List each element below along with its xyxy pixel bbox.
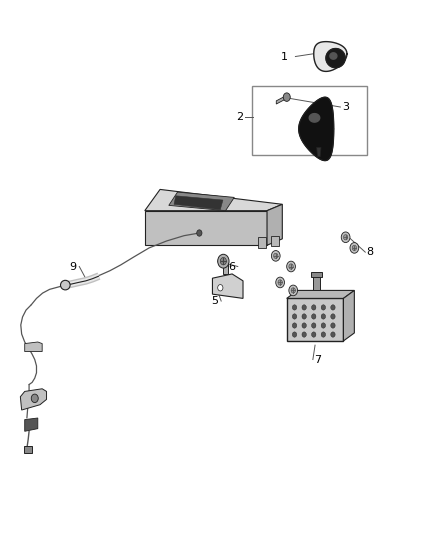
Circle shape [292,332,297,337]
Circle shape [311,332,316,337]
Circle shape [292,305,297,310]
Circle shape [331,314,335,319]
Bar [272,236,279,246]
Circle shape [302,332,306,337]
Circle shape [311,314,316,319]
Bar [287,298,343,341]
Text: 6: 6 [229,262,236,271]
Circle shape [302,305,306,310]
Polygon shape [314,42,347,71]
Circle shape [302,323,306,328]
Circle shape [321,332,325,337]
Bar [24,446,32,453]
Polygon shape [212,274,243,298]
Text: 1: 1 [281,52,288,61]
Circle shape [287,261,295,272]
Polygon shape [276,95,286,104]
Circle shape [289,285,297,296]
Polygon shape [317,148,321,157]
Polygon shape [287,290,354,298]
Polygon shape [343,290,354,341]
Circle shape [292,314,297,319]
Circle shape [311,305,316,310]
Polygon shape [145,189,283,211]
Circle shape [291,288,295,293]
Polygon shape [326,49,345,68]
Bar [258,237,266,248]
Bar [313,274,320,290]
Text: 4: 4 [196,198,203,208]
Ellipse shape [60,280,70,290]
Circle shape [350,243,359,253]
Polygon shape [267,204,283,245]
Polygon shape [223,260,228,274]
Circle shape [274,253,278,259]
Polygon shape [174,196,223,209]
Circle shape [311,323,316,328]
Circle shape [283,93,290,101]
Polygon shape [25,342,42,352]
Circle shape [331,332,335,337]
Circle shape [276,277,285,288]
Polygon shape [25,418,38,431]
Circle shape [321,314,325,319]
Text: 2: 2 [236,112,243,122]
Circle shape [272,251,280,261]
Text: 8: 8 [366,247,373,257]
Circle shape [331,323,335,328]
Circle shape [341,232,350,243]
Text: 3: 3 [342,102,349,112]
Polygon shape [169,192,234,211]
Circle shape [220,257,226,265]
Circle shape [321,305,325,310]
Circle shape [302,314,306,319]
Circle shape [331,305,335,310]
Circle shape [31,394,38,402]
Circle shape [292,323,297,328]
Polygon shape [145,211,267,245]
Circle shape [343,235,348,240]
Polygon shape [20,389,46,410]
Circle shape [289,264,293,269]
Bar [252,86,367,155]
Circle shape [218,254,229,268]
Polygon shape [330,53,337,59]
Text: 5: 5 [211,296,218,306]
Circle shape [321,323,325,328]
Circle shape [352,245,357,251]
Circle shape [218,285,223,291]
Bar [311,272,322,277]
Polygon shape [299,97,334,160]
Polygon shape [309,114,320,122]
Text: 9: 9 [69,262,76,271]
Circle shape [197,230,202,236]
Text: 7: 7 [314,354,321,365]
Circle shape [278,280,283,285]
